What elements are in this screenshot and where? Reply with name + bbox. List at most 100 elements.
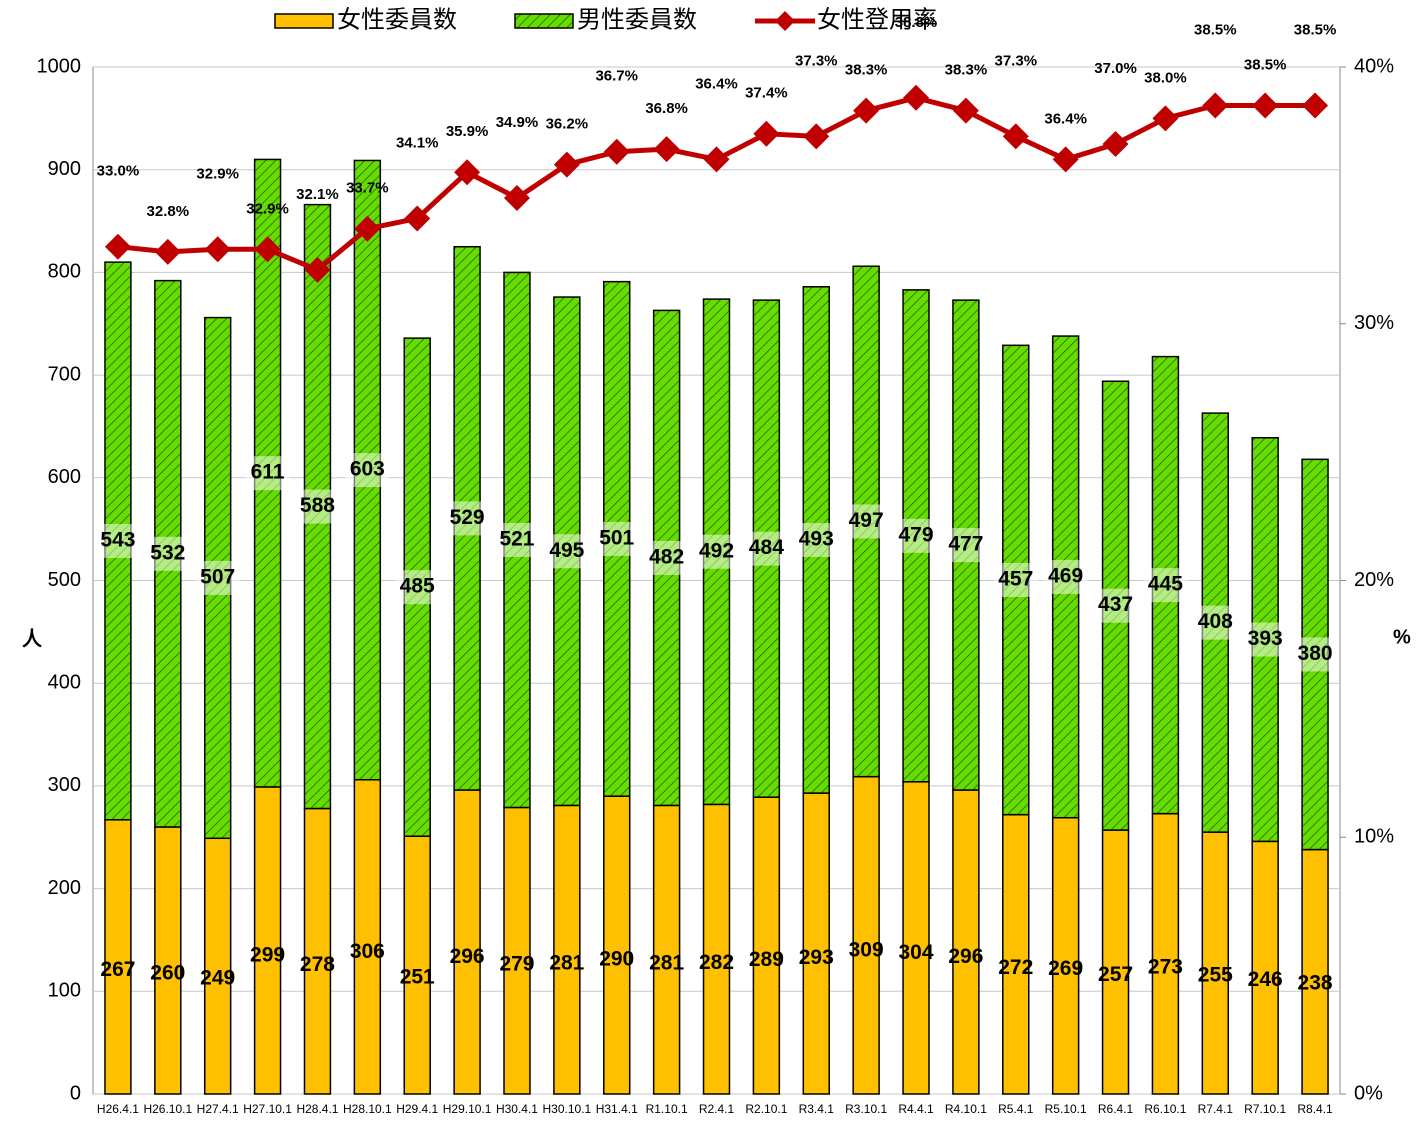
- y2-tick-label: 10%: [1354, 826, 1394, 848]
- x-tick-label: R3.4.1: [799, 1102, 835, 1116]
- rate-marker: [254, 236, 281, 263]
- value-label: 293: [799, 946, 834, 969]
- rate-marker: [304, 256, 331, 283]
- label-bg: [644, 540, 689, 575]
- legend-swatch: [274, 13, 334, 29]
- y-tick-label: 800: [48, 261, 81, 283]
- legend-label: 女性登用率: [817, 6, 937, 33]
- value-label: 492: [699, 539, 734, 562]
- label-bg: [1043, 559, 1088, 594]
- bar-segment: [1051, 816, 1080, 1095]
- y-tick-label: 600: [48, 466, 81, 488]
- label-bg: [1243, 622, 1288, 657]
- label-bg: [744, 531, 789, 566]
- x-tick-label: H30.10.1: [543, 1102, 592, 1116]
- bar-segment: [902, 781, 930, 1095]
- rate-marker: [1302, 92, 1329, 119]
- value-label: 611: [251, 461, 285, 484]
- rate-label: 35.9%: [446, 123, 489, 140]
- rate-marker: [603, 138, 630, 165]
- legend-swatch: [514, 13, 574, 29]
- x-tick-label: H26.4.1: [97, 1102, 139, 1116]
- value-label: 521: [499, 527, 534, 550]
- value-label: 393: [1248, 627, 1283, 650]
- rate-marker: [1102, 131, 1129, 158]
- x-tick-label: H28.10.1: [343, 1102, 392, 1116]
- value-label: 282: [699, 951, 734, 974]
- bar-segment: [303, 807, 332, 1095]
- rate-marker: [853, 97, 880, 124]
- value-label: 246: [1248, 968, 1283, 991]
- bar-segment: [802, 792, 830, 1095]
- value-label: 477: [948, 533, 983, 556]
- x-tick-label: R3.10.1: [845, 1102, 887, 1116]
- label-bg: [295, 489, 340, 524]
- bar-segment: [253, 786, 282, 1095]
- rate-label: 33.7%: [346, 180, 389, 197]
- bar-segment: [603, 795, 631, 1095]
- y-tick-label: 400: [48, 671, 81, 693]
- bar-segment: [1251, 840, 1279, 1095]
- bar-segment: [1151, 812, 1180, 1095]
- y2-axis-label: %: [1393, 626, 1411, 648]
- x-tick-label: R1.10.1: [646, 1102, 688, 1116]
- value-label: 469: [1048, 564, 1083, 587]
- legend-marker: [775, 11, 795, 31]
- bar-segment: [453, 789, 481, 1095]
- value-label: 251: [400, 966, 435, 989]
- value-label: 529: [450, 506, 485, 529]
- label-bg: [794, 522, 839, 557]
- rate-marker: [354, 215, 381, 242]
- rate-marker: [1052, 146, 1079, 173]
- x-tick-label: R8.4.1: [1297, 1102, 1333, 1116]
- rate-marker: [503, 184, 530, 211]
- value-label: 257: [1098, 963, 1133, 986]
- value-label: 501: [599, 526, 634, 549]
- legend-label: 男性委員数: [577, 6, 697, 33]
- value-label: 479: [898, 523, 933, 546]
- label-bg: [694, 534, 739, 569]
- value-label: 408: [1198, 610, 1233, 633]
- y2-tick-label: 20%: [1354, 569, 1394, 591]
- bar-segment: [752, 796, 781, 1095]
- x-tick-label: R7.4.1: [1198, 1102, 1234, 1116]
- value-label: 507: [200, 565, 235, 588]
- bar-segment: [353, 778, 382, 1095]
- value-label: 249: [200, 966, 235, 989]
- value-label: 304: [898, 941, 933, 964]
- bar-segment: [553, 804, 581, 1095]
- label-bg: [395, 570, 440, 605]
- bar-segment: [652, 804, 681, 1095]
- rate-label: 38.5%: [1194, 21, 1237, 38]
- y2-tick-label: 40%: [1354, 55, 1394, 77]
- x-tick-label: R4.4.1: [898, 1102, 934, 1116]
- value-label: 437: [1098, 593, 1133, 616]
- label-bg: [494, 522, 539, 557]
- rate-marker: [454, 159, 481, 186]
- value-label: 278: [300, 953, 335, 976]
- label-bg: [245, 456, 290, 491]
- rate-label: 33.0%: [97, 163, 140, 180]
- y-tick-label: 300: [48, 774, 81, 796]
- rate-label: 34.9%: [496, 114, 539, 131]
- value-label: 306: [350, 940, 385, 963]
- label-bg: [345, 453, 390, 488]
- rate-label: 38.8%: [895, 14, 938, 31]
- rate-label: 32.9%: [196, 165, 239, 182]
- x-tick-label: H26.10.1: [143, 1102, 192, 1116]
- rate-label: 36.4%: [695, 75, 738, 92]
- y-axis-label: 人: [22, 627, 43, 650]
- value-label: 482: [649, 545, 684, 568]
- value-label: 296: [450, 945, 485, 968]
- rate-marker: [1252, 92, 1279, 119]
- y-tick-label: 500: [48, 569, 81, 591]
- rate-label: 32.8%: [147, 203, 190, 220]
- legend-label: 女性委員数: [337, 6, 457, 33]
- rate-label: 38.3%: [845, 62, 888, 79]
- rate-label: 38.3%: [945, 62, 988, 79]
- bar-segment: [952, 789, 980, 1095]
- value-label: 532: [150, 541, 185, 564]
- rate-label: 38.0%: [1144, 69, 1187, 86]
- x-tick-label: H29.10.1: [443, 1102, 492, 1116]
